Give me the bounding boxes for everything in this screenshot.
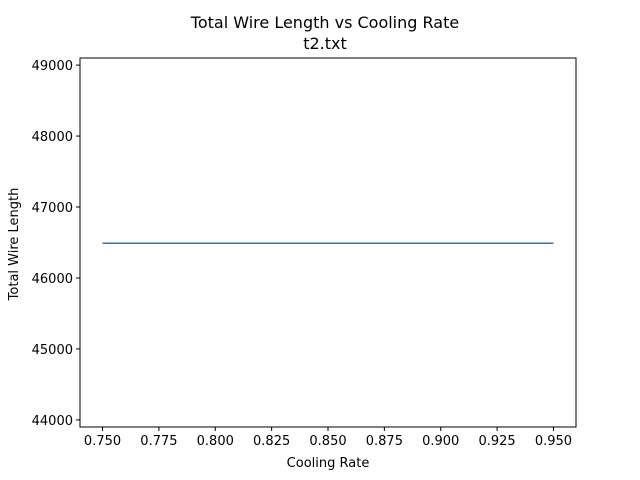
- x-tick-label: 0.775: [140, 434, 177, 449]
- y-tick-label: 46000: [32, 272, 73, 287]
- x-tick-label: 0.800: [197, 434, 234, 449]
- x-tick-label: 0.925: [478, 434, 515, 449]
- y-tick-label: 44000: [32, 414, 73, 429]
- x-tick-label: 0.750: [84, 434, 121, 449]
- y-tick-label: 45000: [32, 343, 73, 358]
- chart-subtitle: t2.txt: [303, 34, 347, 53]
- x-axis-ticks: 0.750 0.775 0.800 0.825 0.850 0.875 0.900 0.925…: [84, 427, 572, 449]
- y-axis-ticks: 44000 45000 46000 47000 48000 49000: [32, 59, 80, 429]
- x-axis-label: Cooling Rate: [287, 456, 370, 471]
- y-tick-label: 48000: [32, 130, 73, 145]
- x-tick-label: 0.825: [253, 434, 290, 449]
- y-axis-label: Total Wire Length: [7, 188, 22, 302]
- chart-title: Total Wire Length vs Cooling Rate: [190, 13, 459, 32]
- x-tick-label: 0.900: [422, 434, 459, 449]
- x-tick-label: 0.875: [366, 434, 403, 449]
- y-tick-label: 49000: [32, 59, 73, 74]
- x-tick-label: 0.950: [535, 434, 572, 449]
- y-tick-label: 47000: [32, 201, 73, 216]
- x-tick-label: 0.850: [309, 434, 346, 449]
